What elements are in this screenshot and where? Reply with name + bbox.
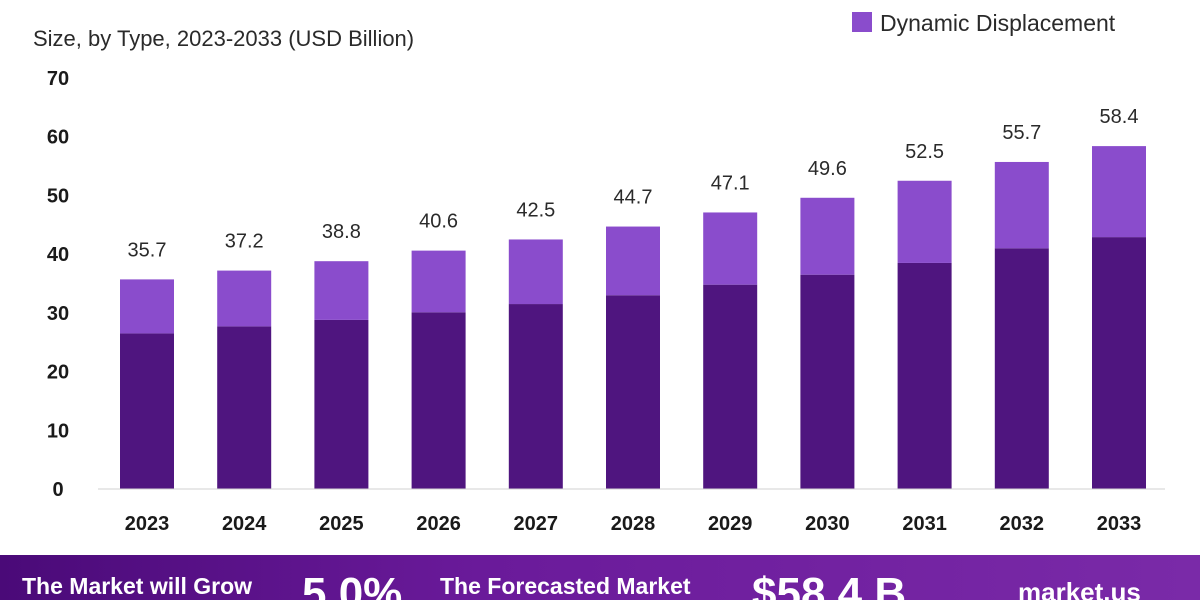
bar-segment-base <box>703 284 758 489</box>
forecast-value: $58.4 B <box>752 569 907 600</box>
bar-segment-base <box>994 248 1049 489</box>
y-tick-label: 30 <box>47 303 69 325</box>
bar-segment-dynamic-displacement <box>897 180 952 263</box>
x-axis: 2023 2024 2025 2026 2027 2028 2029 2030 2031 2032… <box>125 513 1142 535</box>
x-tick-label: 2027 <box>514 513 559 535</box>
x-tick-label: 2024 <box>222 513 267 535</box>
bar-total-label: 38.8 <box>322 221 361 243</box>
bar-total-label: 35.7 <box>128 239 167 261</box>
bar-segment-base <box>120 333 174 489</box>
y-tick-label: 20 <box>47 362 69 384</box>
bar-segment-dynamic-displacement <box>508 239 563 305</box>
x-tick-label: 2029 <box>708 513 753 535</box>
y-axis: 0 10 20 30 40 50 60 70 <box>47 68 69 501</box>
x-tick-label: 2033 <box>1097 513 1142 535</box>
bar-total-label: 40.6 <box>419 211 458 233</box>
chart-subtitle: Size, by Type, 2023-2033 (USD Billion) <box>33 26 414 51</box>
bar-total-label: 55.7 <box>1002 122 1041 144</box>
bar-segment-base <box>800 274 855 489</box>
bar-segment-dynamic-displacement <box>120 279 174 334</box>
bar-segment-dynamic-displacement <box>703 212 758 285</box>
bar-segment-dynamic-displacement <box>411 250 466 313</box>
bar-segment-dynamic-displacement <box>217 270 272 327</box>
bar-segment-base <box>217 326 272 489</box>
x-tick-label: 2030 <box>805 513 850 535</box>
y-tick-label: 50 <box>47 185 69 207</box>
bar-total-label: 52.5 <box>905 141 944 163</box>
legend-label-dynamic-displacement: Dynamic Displacement <box>880 10 1116 36</box>
bar-segment-dynamic-displacement <box>800 197 855 275</box>
bar-total-label: 44.7 <box>614 187 653 209</box>
bar-segment-base <box>1092 237 1146 489</box>
y-tick-label: 0 <box>52 479 63 501</box>
bar-segment-dynamic-displacement <box>994 161 1049 249</box>
site-brand: market.us <box>1018 577 1141 600</box>
bar-total-label: 37.2 <box>225 231 264 253</box>
bar-segment-dynamic-displacement <box>314 261 369 320</box>
bar-segment-base <box>606 295 660 489</box>
bar-total-label: 42.5 <box>516 199 555 221</box>
bar-total-label: 58.4 <box>1100 106 1139 128</box>
market-grow-label: The Market will Grow <box>22 573 253 599</box>
bar-total-label: 49.6 <box>808 158 847 180</box>
y-tick-label: 40 <box>47 244 69 266</box>
x-tick-label: 2032 <box>1000 513 1045 535</box>
bar-segment-dynamic-displacement <box>1092 146 1146 238</box>
bars <box>120 146 1146 489</box>
y-tick-label: 70 <box>47 68 69 90</box>
legend-swatch-dynamic-displacement <box>852 12 872 32</box>
x-tick-label: 2023 <box>125 513 170 535</box>
bar-segment-base <box>897 262 952 489</box>
bar-total-label: 47.1 <box>711 172 750 194</box>
forecast-label: The Forecasted Market <box>440 573 691 599</box>
x-tick-label: 2028 <box>611 513 656 535</box>
bar-segment-dynamic-displacement <box>606 226 660 296</box>
data-labels: 35.7 37.2 38.8 40.6 42.5 44.7 47.1 49.6 52.5 55.7… <box>128 106 1139 261</box>
y-tick-label: 10 <box>47 420 69 442</box>
x-tick-label: 2025 <box>319 513 364 535</box>
bar-segment-base <box>314 319 369 489</box>
footer-banner: The Market will Grow 5.0% The Forecasted… <box>0 555 1200 600</box>
y-tick-label: 60 <box>47 127 69 149</box>
cagr-value: 5.0% <box>302 569 403 600</box>
x-tick-label: 2026 <box>416 513 461 535</box>
bar-chart: Size, by Type, 2023-2033 (USD Billion) D… <box>33 10 1165 535</box>
bar-segment-base <box>411 312 466 489</box>
bar-segment-base <box>508 304 563 489</box>
x-tick-label: 2031 <box>902 513 947 535</box>
